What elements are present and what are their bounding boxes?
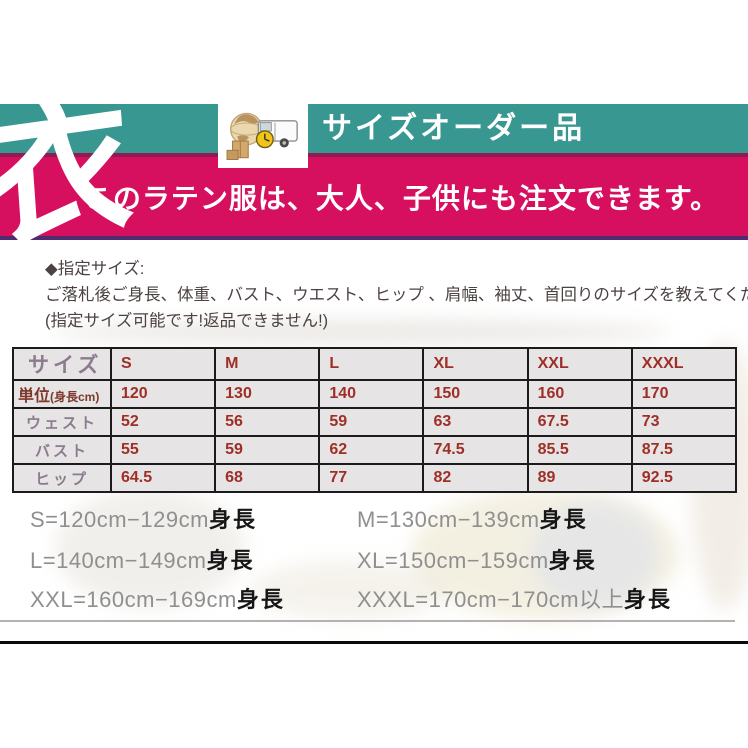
waist-value: 56 xyxy=(214,407,321,437)
bust-row: バスト 55 59 62 74.5 85.5 87.5 xyxy=(12,435,738,465)
waist-value: 59 xyxy=(318,407,425,437)
delivery-icon-box xyxy=(218,103,308,168)
header-bar xyxy=(0,104,748,153)
divider-rule-gray xyxy=(0,620,735,622)
waist-row-label: ウェスト xyxy=(12,407,112,437)
notice-banner: このラテン服は、大人、子供にも注文できます。 xyxy=(0,153,748,240)
globe-delivery-truck-icon xyxy=(226,112,298,160)
height-value: 160 xyxy=(526,379,633,409)
designated-size-notice: ◆指定サイズ: ご落札後ご身長、体重、バスト、ウエスト、ヒップ 、肩幅、袖丈、首… xyxy=(45,256,748,334)
size-table: サイズ S M L XL XXL XXXL 単位(身長cm) 120 130 1… xyxy=(12,347,738,493)
bust-value: 85.5 xyxy=(526,435,633,465)
size-range-m: M=130cm−139cm身長 xyxy=(357,507,588,532)
size-range-xxl: XXL=160cm−169cm身長 xyxy=(30,587,285,612)
size-column-header: XL xyxy=(422,347,529,381)
size-column-header: XXXL xyxy=(630,347,738,381)
hip-value: 64.5 xyxy=(109,463,217,493)
hip-value: 92.5 xyxy=(630,463,738,493)
notice-caution: (指定サイズ可能です!返品できません!) xyxy=(45,312,329,330)
height-unit-label: 単位(身長cm) xyxy=(12,379,112,409)
notice-banner-text: このラテン服は、大人、子供にも注文できます。 xyxy=(83,182,720,214)
size-range-xxxl: XXXL=170cm−170cm以上身長 xyxy=(357,587,673,612)
bust-value: 55 xyxy=(109,435,217,465)
bust-value: 87.5 xyxy=(630,435,738,465)
size-table-header-row: サイズ S M L XL XXL XXXL xyxy=(12,347,738,381)
waist-value: 67.5 xyxy=(526,407,633,437)
bust-value: 62 xyxy=(318,435,425,465)
waist-row: ウェスト 52 56 59 63 67.5 73 xyxy=(12,407,738,437)
height-value: 120 xyxy=(109,379,217,409)
background-watermark xyxy=(50,320,670,344)
bust-value: 59 xyxy=(214,435,321,465)
waist-value: 73 xyxy=(630,407,738,437)
hip-value: 89 xyxy=(526,463,633,493)
hip-row-label: ヒップ xyxy=(12,463,112,493)
height-value: 150 xyxy=(422,379,529,409)
hip-row: ヒップ 64.5 68 77 82 89 92.5 xyxy=(12,463,738,493)
bust-row-label: バスト xyxy=(12,435,112,465)
hip-value: 82 xyxy=(422,463,529,493)
size-range-xl: XL=150cm−159cm身長 xyxy=(357,548,597,573)
height-unit-row: 単位(身長cm) 120 130 140 150 160 170 xyxy=(12,379,738,409)
size-column-header: L xyxy=(318,347,425,381)
waist-value: 63 xyxy=(422,407,529,437)
size-range-l: L=140cm−149cm身長 xyxy=(30,548,255,573)
hip-value: 68 xyxy=(214,463,321,493)
page-title: サイズオーダー品 xyxy=(322,112,586,145)
divider-rule-black xyxy=(0,641,748,644)
size-range-s: S=120cm−129cm身長 xyxy=(30,507,257,532)
notice-body: ご落札後ご身長、体重、バスト、ウエスト、ヒップ 、肩幅、袖丈、首回りのサイズを教… xyxy=(45,286,748,304)
notice-heading: ◆指定サイズ: xyxy=(45,260,145,278)
background-watermark xyxy=(250,560,450,620)
size-table-corner-label: サイズ xyxy=(12,347,112,381)
size-column-header: M xyxy=(214,347,321,381)
background-watermark xyxy=(530,500,660,610)
background-watermark xyxy=(410,488,680,620)
size-column-header: XXL xyxy=(526,347,633,381)
bust-value: 74.5 xyxy=(422,435,529,465)
height-value: 140 xyxy=(318,379,425,409)
height-value: 170 xyxy=(630,379,738,409)
background-watermark xyxy=(55,488,245,608)
waist-value: 52 xyxy=(109,407,217,437)
hip-value: 77 xyxy=(318,463,425,493)
height-value: 130 xyxy=(214,379,321,409)
size-column-header: S xyxy=(109,347,217,381)
